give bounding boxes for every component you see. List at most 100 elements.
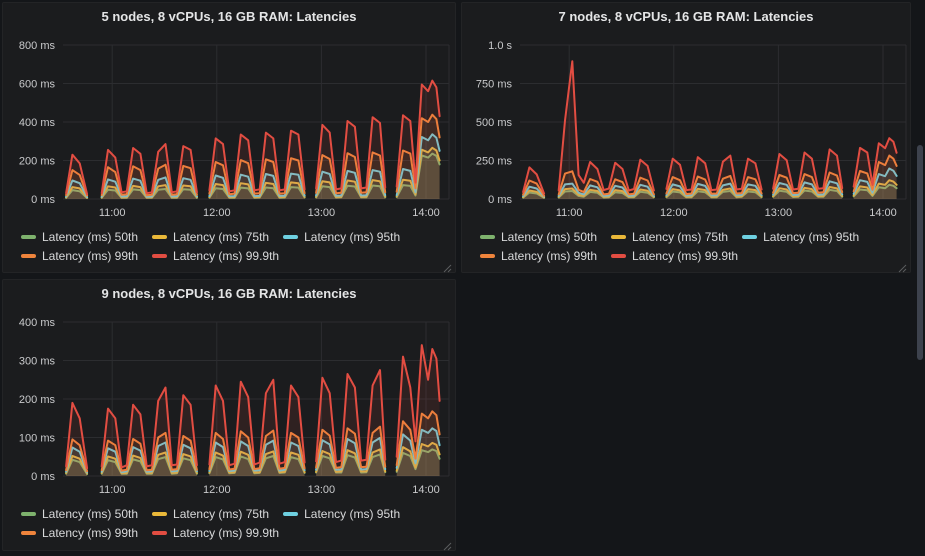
legend-item[interactable]: Latency (ms) 95th	[283, 506, 400, 522]
series-line	[852, 137, 898, 188]
series-line	[665, 187, 763, 198]
series-fill	[558, 61, 654, 200]
series-line	[315, 425, 387, 469]
panel-resize-handle[interactable]	[442, 260, 452, 273]
series-line	[100, 431, 198, 472]
panel-9-nodes-latencies: 9 nodes, 8 vCPUs, 16 GB RAM: Latencies 0…	[2, 279, 456, 551]
panel-title[interactable]: 7 nodes, 8 vCPUs, 16 GB RAM: Latencies	[558, 9, 814, 24]
legend-item[interactable]: Latency (ms) 95th	[283, 229, 400, 245]
resize-grip-icon	[898, 264, 907, 273]
y-tick-label: 250 ms	[476, 156, 513, 168]
legend-item[interactable]: Latency (ms) 50th	[480, 229, 597, 245]
legend-item[interactable]: Latency (ms) 99th	[21, 525, 138, 541]
series-line	[315, 179, 387, 198]
series-line	[852, 183, 898, 198]
latency-chart-7-nodes[interactable]: 0 ms 250 ms 500 ms 750 ms 1.0 s 11:00 12:00 13:…	[462, 3, 910, 272]
legend-label: Latency (ms) 99th	[42, 526, 139, 540]
series-fill	[396, 114, 440, 199]
y-tick-label: 100 ms	[19, 433, 56, 445]
legend-item[interactable]: Latency (ms) 75th	[611, 229, 728, 245]
y-tick-label: 300 ms	[19, 356, 56, 368]
series-fill	[396, 134, 440, 199]
y-tick-label: 1.0 s	[488, 40, 512, 52]
series-fill	[773, 189, 843, 199]
series-line	[395, 344, 441, 458]
legend-item[interactable]: Latency (ms) 99.9th	[611, 248, 738, 264]
legend-color-swatch	[152, 512, 168, 516]
series-line	[65, 455, 89, 475]
x-tick-label: 12:00	[203, 484, 231, 496]
y-tick-label: 600 ms	[19, 79, 56, 91]
series-line	[665, 182, 763, 197]
series-line	[65, 179, 89, 199]
legend-item[interactable]: Latency (ms) 99.9th	[152, 248, 279, 264]
series-line	[522, 166, 546, 195]
series-line	[65, 153, 89, 196]
x-tick-label: 13:00	[308, 207, 336, 219]
series-line	[772, 171, 844, 195]
legend-label: Latency (ms) 50th	[501, 230, 598, 244]
legend-item[interactable]: Latency (ms) 50th	[21, 229, 138, 245]
series-line	[852, 179, 898, 197]
chart-legend: Latency (ms) 50th Latency (ms) 75th Latenc…	[21, 506, 437, 541]
y-tick-label: 0 ms	[31, 471, 55, 483]
series-line	[395, 133, 441, 197]
series-line	[100, 143, 198, 195]
legend-color-swatch	[152, 235, 168, 239]
y-tick-label: 0 ms	[31, 194, 55, 206]
legend-item[interactable]: Latency (ms) 75th	[152, 506, 269, 522]
series-fill	[396, 80, 440, 199]
series-line	[395, 79, 441, 188]
series-line	[65, 401, 89, 470]
series-line	[100, 176, 198, 198]
series-line	[772, 148, 844, 191]
resize-grip-icon	[443, 542, 452, 551]
series-fill	[773, 172, 843, 199]
legend-color-swatch	[152, 531, 168, 535]
series-fill	[209, 440, 305, 476]
series-line	[315, 169, 387, 197]
legend-label: Latency (ms) 50th	[42, 230, 139, 244]
series-line	[315, 184, 387, 199]
legend-item[interactable]: Latency (ms) 99th	[480, 248, 597, 264]
legend-color-swatch	[480, 235, 495, 239]
series-fill	[396, 153, 440, 199]
legend-item[interactable]: Latency (ms) 99.9th	[152, 525, 279, 541]
series-fill	[209, 173, 305, 199]
legend-color-swatch	[21, 531, 36, 535]
y-tick-label: 800 ms	[19, 40, 56, 52]
x-tick-label: 11:00	[99, 484, 126, 496]
latency-chart-9-nodes[interactable]: 0 ms 100 ms 200 ms 300 ms 400 ms 11:00 12:00 13…	[3, 280, 455, 550]
series-line	[395, 441, 441, 472]
series-line	[772, 180, 844, 196]
series-line	[522, 185, 546, 198]
series-line	[208, 129, 306, 193]
latency-chart-5-nodes[interactable]: 0 ms 200 ms 400 ms 600 ms 800 ms 11:00 12:00 13…	[3, 3, 455, 272]
series-line	[522, 179, 546, 197]
legend-label: Latency (ms) 99th	[42, 249, 139, 263]
series-line	[100, 163, 198, 197]
series-line	[395, 113, 441, 193]
y-tick-label: 500 ms	[476, 117, 513, 129]
legend-item[interactable]: Latency (ms) 50th	[21, 506, 138, 522]
legend-label: Latency (ms) 75th	[632, 230, 729, 244]
chart-legend: Latency (ms) 50th Latency (ms) 75th Latenc…	[480, 229, 896, 264]
series-line	[772, 188, 844, 198]
legend-color-swatch	[21, 235, 36, 239]
panel-resize-handle[interactable]	[897, 260, 907, 273]
legend-item[interactable]: Latency (ms) 95th	[742, 229, 859, 245]
x-tick-label: 14:00	[412, 484, 440, 496]
series-fill	[101, 452, 197, 476]
panel-resize-handle[interactable]	[442, 538, 452, 551]
x-tick-label: 13:00	[308, 484, 336, 496]
legend-item[interactable]: Latency (ms) 99th	[21, 248, 138, 264]
series-line	[315, 151, 387, 195]
series-fill	[853, 155, 897, 199]
legend-item[interactable]: Latency (ms) 75th	[152, 229, 269, 245]
series-fill	[773, 181, 843, 199]
panel-title[interactable]: 9 nodes, 8 vCPUs, 16 GB RAM: Latencies	[101, 286, 357, 301]
panel-title[interactable]: 5 nodes, 8 vCPUs, 16 GB RAM: Latencies	[101, 9, 357, 24]
vertical-scrollbar-thumb[interactable]	[917, 145, 923, 360]
legend-color-swatch	[283, 512, 299, 516]
